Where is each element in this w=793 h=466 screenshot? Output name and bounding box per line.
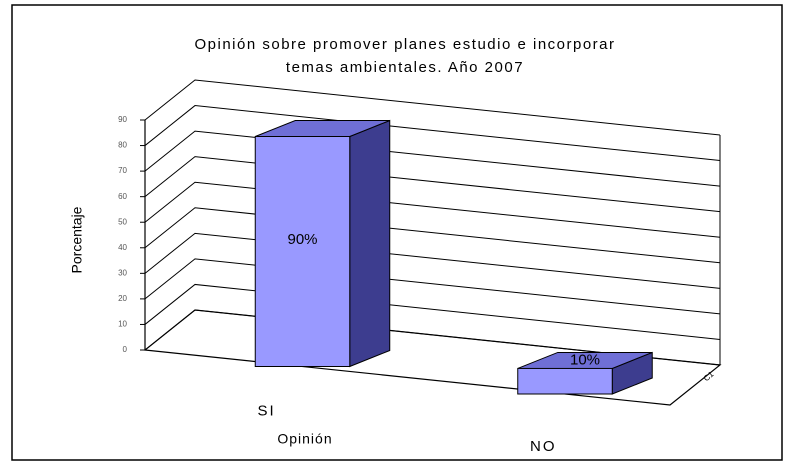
- y-tick-label: 60: [118, 192, 127, 201]
- grid-line: [144, 130, 721, 187]
- x-tick-label: SI: [258, 402, 276, 419]
- y-axis-label: Porcentaje: [69, 206, 85, 273]
- grid-line: [144, 283, 721, 340]
- x-tick-label: NO: [530, 438, 557, 455]
- y-tick-label: 40: [118, 243, 127, 252]
- y-tick-label: 30: [118, 268, 127, 277]
- bar: [517, 367, 613, 395]
- y-tick-label: 70: [118, 166, 127, 175]
- bar: [254, 136, 351, 367]
- y-tick-label: 90: [118, 115, 127, 124]
- grid-line: [144, 207, 721, 264]
- data-label: 10%: [570, 351, 600, 368]
- grid-line: [144, 105, 721, 162]
- frame: [11, 4, 783, 461]
- grid-line: [144, 79, 721, 136]
- y-tick-label: 20: [118, 294, 127, 303]
- grid-line: [144, 258, 721, 315]
- y-tick-label: 50: [118, 217, 127, 226]
- grid-line: [144, 181, 721, 238]
- x-axis-label: Opinión: [277, 431, 332, 447]
- chart-title: Opinión sobre promover planes estudio e …: [194, 36, 615, 53]
- grid-line: [144, 156, 721, 213]
- chart-subtitle: temas ambientales. Año 2007: [286, 59, 524, 76]
- grid-line: [144, 232, 721, 289]
- y-tick-label: 0: [123, 345, 128, 354]
- grid-line: [144, 309, 721, 366]
- y-tick-label: 80: [118, 141, 127, 150]
- y-tick-label: 10: [118, 320, 127, 329]
- bar-side: [349, 119, 391, 368]
- data-label: 90%: [287, 231, 317, 248]
